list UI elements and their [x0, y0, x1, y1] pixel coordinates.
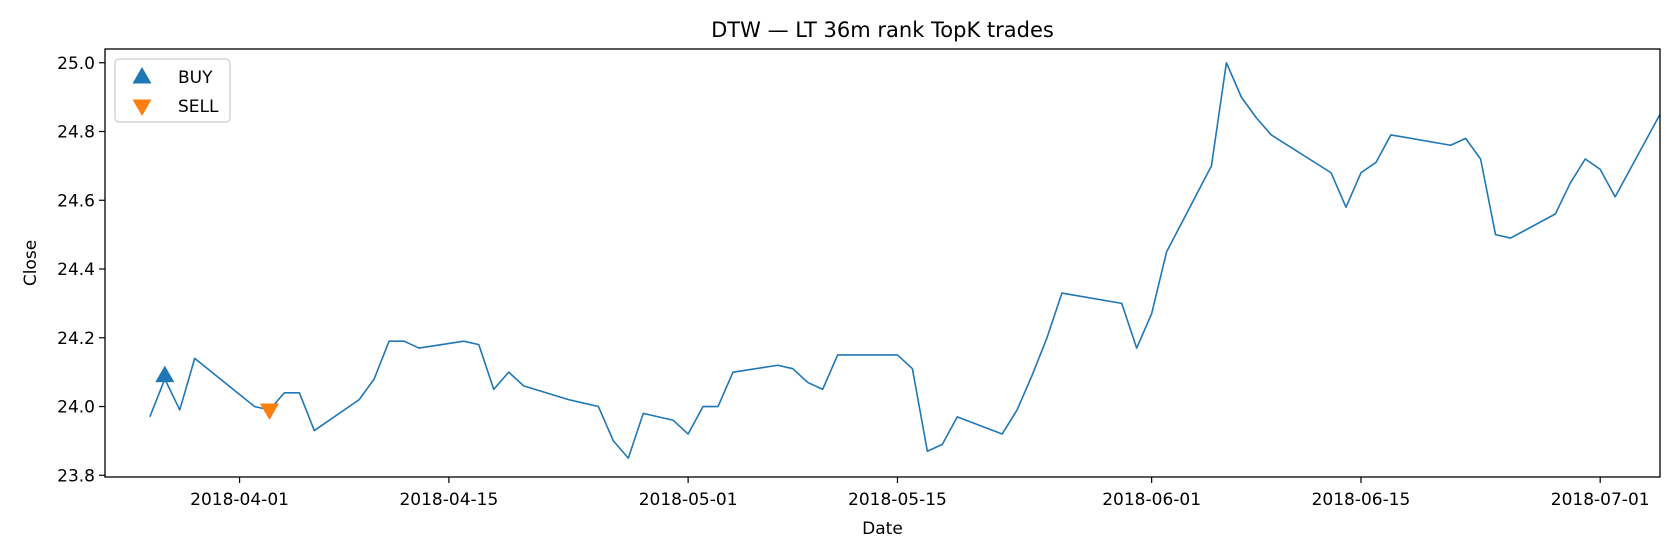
buy-legend-marker — [132, 67, 152, 84]
x-tick-label: 2018-07-01 — [1551, 490, 1650, 510]
y-tick-label: 24.4 — [57, 260, 95, 280]
sell-trade-marker — [259, 403, 279, 420]
x-tick-label: 2018-05-01 — [639, 490, 738, 510]
x-axis-label: Date — [862, 519, 903, 539]
y-tick-label: 25.0 — [57, 54, 95, 74]
series-line-0 — [149, 61, 1661, 459]
chart-title: DTW — LT 36m rank TopK trades — [711, 18, 1054, 42]
y-axis: 23.8 24.0 24.2 24.4 24.6 24.8 25.0 — [57, 54, 105, 486]
legend: BUY SELL — [114, 58, 231, 123]
x-tick-label: 2018-04-15 — [399, 490, 498, 510]
y-tick-label: 23.8 — [57, 466, 95, 486]
x-axis: 2018-04-01 2018-04-15 2018-05-01 2018-05-15… — [190, 477, 1650, 510]
plot-area — [149, 61, 1661, 459]
y-tick-label: 24.2 — [57, 329, 95, 349]
y-tick-label: 24.8 — [57, 123, 95, 143]
buy-trade-marker — [155, 365, 175, 383]
sell-legend-marker — [132, 99, 152, 116]
y-axis-label: Close — [21, 240, 41, 286]
y-tick-label: 24.6 — [57, 191, 95, 211]
plot-frame — [104, 48, 1661, 478]
y-tick-label: 24.0 — [57, 398, 95, 418]
x-tick-label: 2018-06-15 — [1312, 490, 1411, 510]
x-tick-label: 2018-06-01 — [1102, 490, 1201, 510]
x-tick-label: 2018-04-01 — [190, 490, 289, 510]
x-tick-label: 2018-05-15 — [848, 490, 947, 510]
legend-entry-sell: SELL — [178, 97, 219, 117]
legend-entry-buy: BUY — [178, 68, 213, 88]
